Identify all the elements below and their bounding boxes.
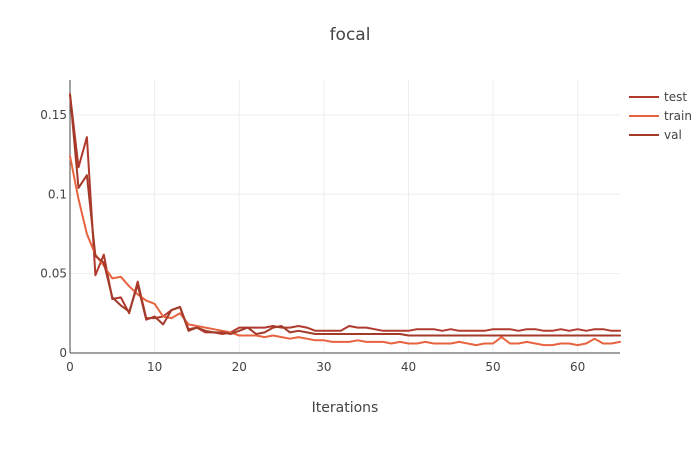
x-tick-label: 60: [570, 360, 585, 374]
y-tick-label: 0.05: [40, 267, 67, 281]
legend-item-train[interactable]: train: [629, 109, 692, 123]
x-axis-title: Iterations: [312, 400, 379, 416]
x-tick-label: 30: [316, 360, 331, 374]
grid: [70, 80, 620, 353]
x-tick-label: 40: [401, 360, 416, 374]
axes: [69, 80, 620, 354]
legend-item-test[interactable]: test: [629, 90, 687, 104]
y-tick-label: 0: [59, 346, 67, 360]
y-tick-label: 0.1: [48, 187, 67, 201]
legend[interactable]: test train val: [629, 90, 692, 142]
x-tick-label: 0: [66, 360, 74, 374]
y-tick-label: 0.15: [40, 108, 67, 122]
chart-title: focal: [330, 25, 371, 45]
x-tick-label: 50: [485, 360, 500, 374]
legend-label: val: [664, 128, 682, 142]
legend-item-val[interactable]: val: [629, 128, 682, 142]
legend-label: train: [664, 109, 692, 123]
x-tick-label: 10: [147, 360, 162, 374]
x-tick-label: 20: [232, 360, 247, 374]
series-line-val: [69, 93, 621, 337]
series-line-test: [69, 93, 621, 335]
series-lines: [69, 93, 621, 347]
series-line-train: [69, 155, 621, 347]
legend-label: test: [664, 90, 687, 104]
tick-labels: 0 10 20 30 40 50 60 0 0.05 0.1 0.15: [40, 108, 585, 374]
